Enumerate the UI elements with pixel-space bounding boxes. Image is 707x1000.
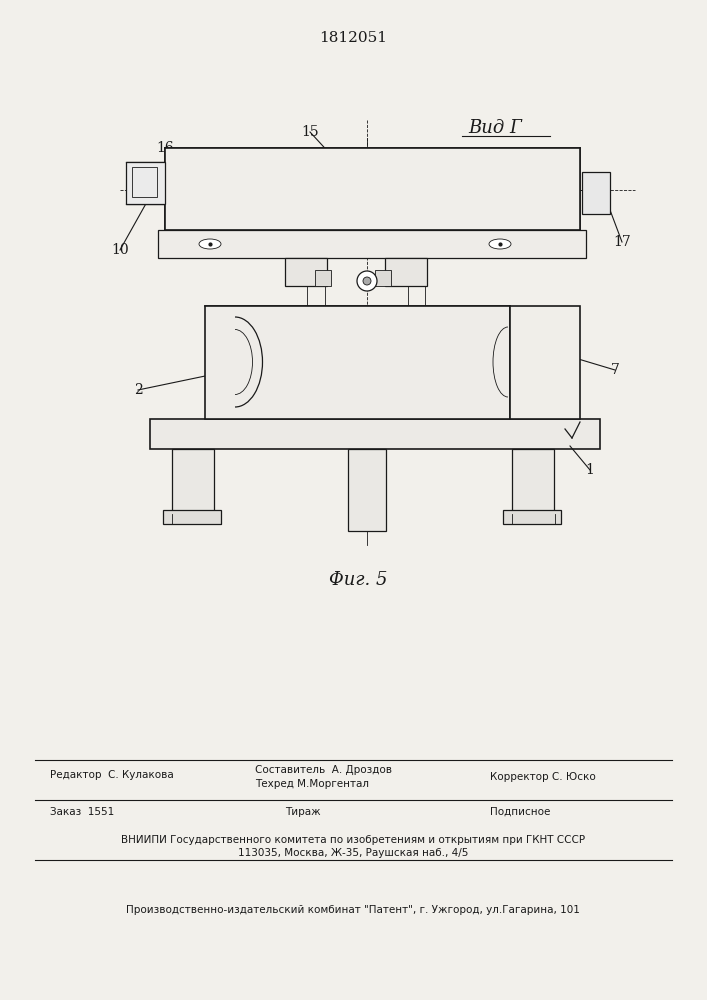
Text: 2: 2 bbox=[134, 383, 142, 397]
Bar bbox=[150, 419, 600, 449]
Text: ВНИИПИ Государственного комитета по изобретениям и открытиям при ГКНТ СССР: ВНИИПИ Государственного комитета по изоб… bbox=[121, 835, 585, 845]
Text: Редактор  С. Кулакова: Редактор С. Кулакова bbox=[50, 770, 174, 780]
Bar bbox=[385, 258, 427, 286]
Text: 7: 7 bbox=[611, 363, 619, 377]
Text: Техред М.Моргентал: Техред М.Моргентал bbox=[255, 779, 369, 789]
Text: Φиг. 5: Φиг. 5 bbox=[329, 571, 387, 589]
Text: 1812051: 1812051 bbox=[319, 31, 387, 45]
Ellipse shape bbox=[489, 239, 511, 249]
Bar bbox=[315, 270, 331, 286]
Text: Производственно-издательский комбинат "Патент", г. Ужгород, ул.Гагарина, 101: Производственно-издательский комбинат "П… bbox=[126, 905, 580, 915]
Text: Подписное: Подписное bbox=[490, 807, 550, 817]
Bar bbox=[582, 172, 610, 214]
Bar bbox=[126, 162, 165, 204]
Bar bbox=[163, 510, 221, 524]
Text: 1: 1 bbox=[585, 463, 595, 477]
Bar bbox=[285, 258, 327, 286]
Bar bbox=[158, 230, 586, 258]
Text: Корректор С. Юско: Корректор С. Юско bbox=[490, 772, 596, 782]
Bar bbox=[172, 449, 214, 514]
Text: Вид Г: Вид Г bbox=[468, 119, 522, 137]
Bar bbox=[348, 449, 386, 531]
Text: 16: 16 bbox=[156, 141, 174, 155]
Text: 113035, Москва, Ж-35, Раушская наб., 4/5: 113035, Москва, Ж-35, Раушская наб., 4/5 bbox=[238, 848, 468, 858]
Text: Составитель  А. Дроздов: Составитель А. Дроздов bbox=[255, 765, 392, 775]
Text: 15: 15 bbox=[301, 125, 319, 139]
Bar bbox=[132, 167, 157, 197]
Circle shape bbox=[357, 271, 377, 291]
Text: 10: 10 bbox=[111, 243, 129, 257]
Bar bbox=[512, 449, 554, 514]
Bar bbox=[165, 148, 580, 230]
Bar bbox=[205, 306, 510, 419]
Ellipse shape bbox=[199, 239, 221, 249]
Circle shape bbox=[363, 277, 371, 285]
Text: Заказ  1551: Заказ 1551 bbox=[50, 807, 115, 817]
Bar bbox=[375, 270, 391, 286]
Text: Тираж: Тираж bbox=[285, 807, 321, 817]
Bar bbox=[510, 306, 580, 419]
Text: 17: 17 bbox=[613, 235, 631, 249]
Bar bbox=[503, 510, 561, 524]
